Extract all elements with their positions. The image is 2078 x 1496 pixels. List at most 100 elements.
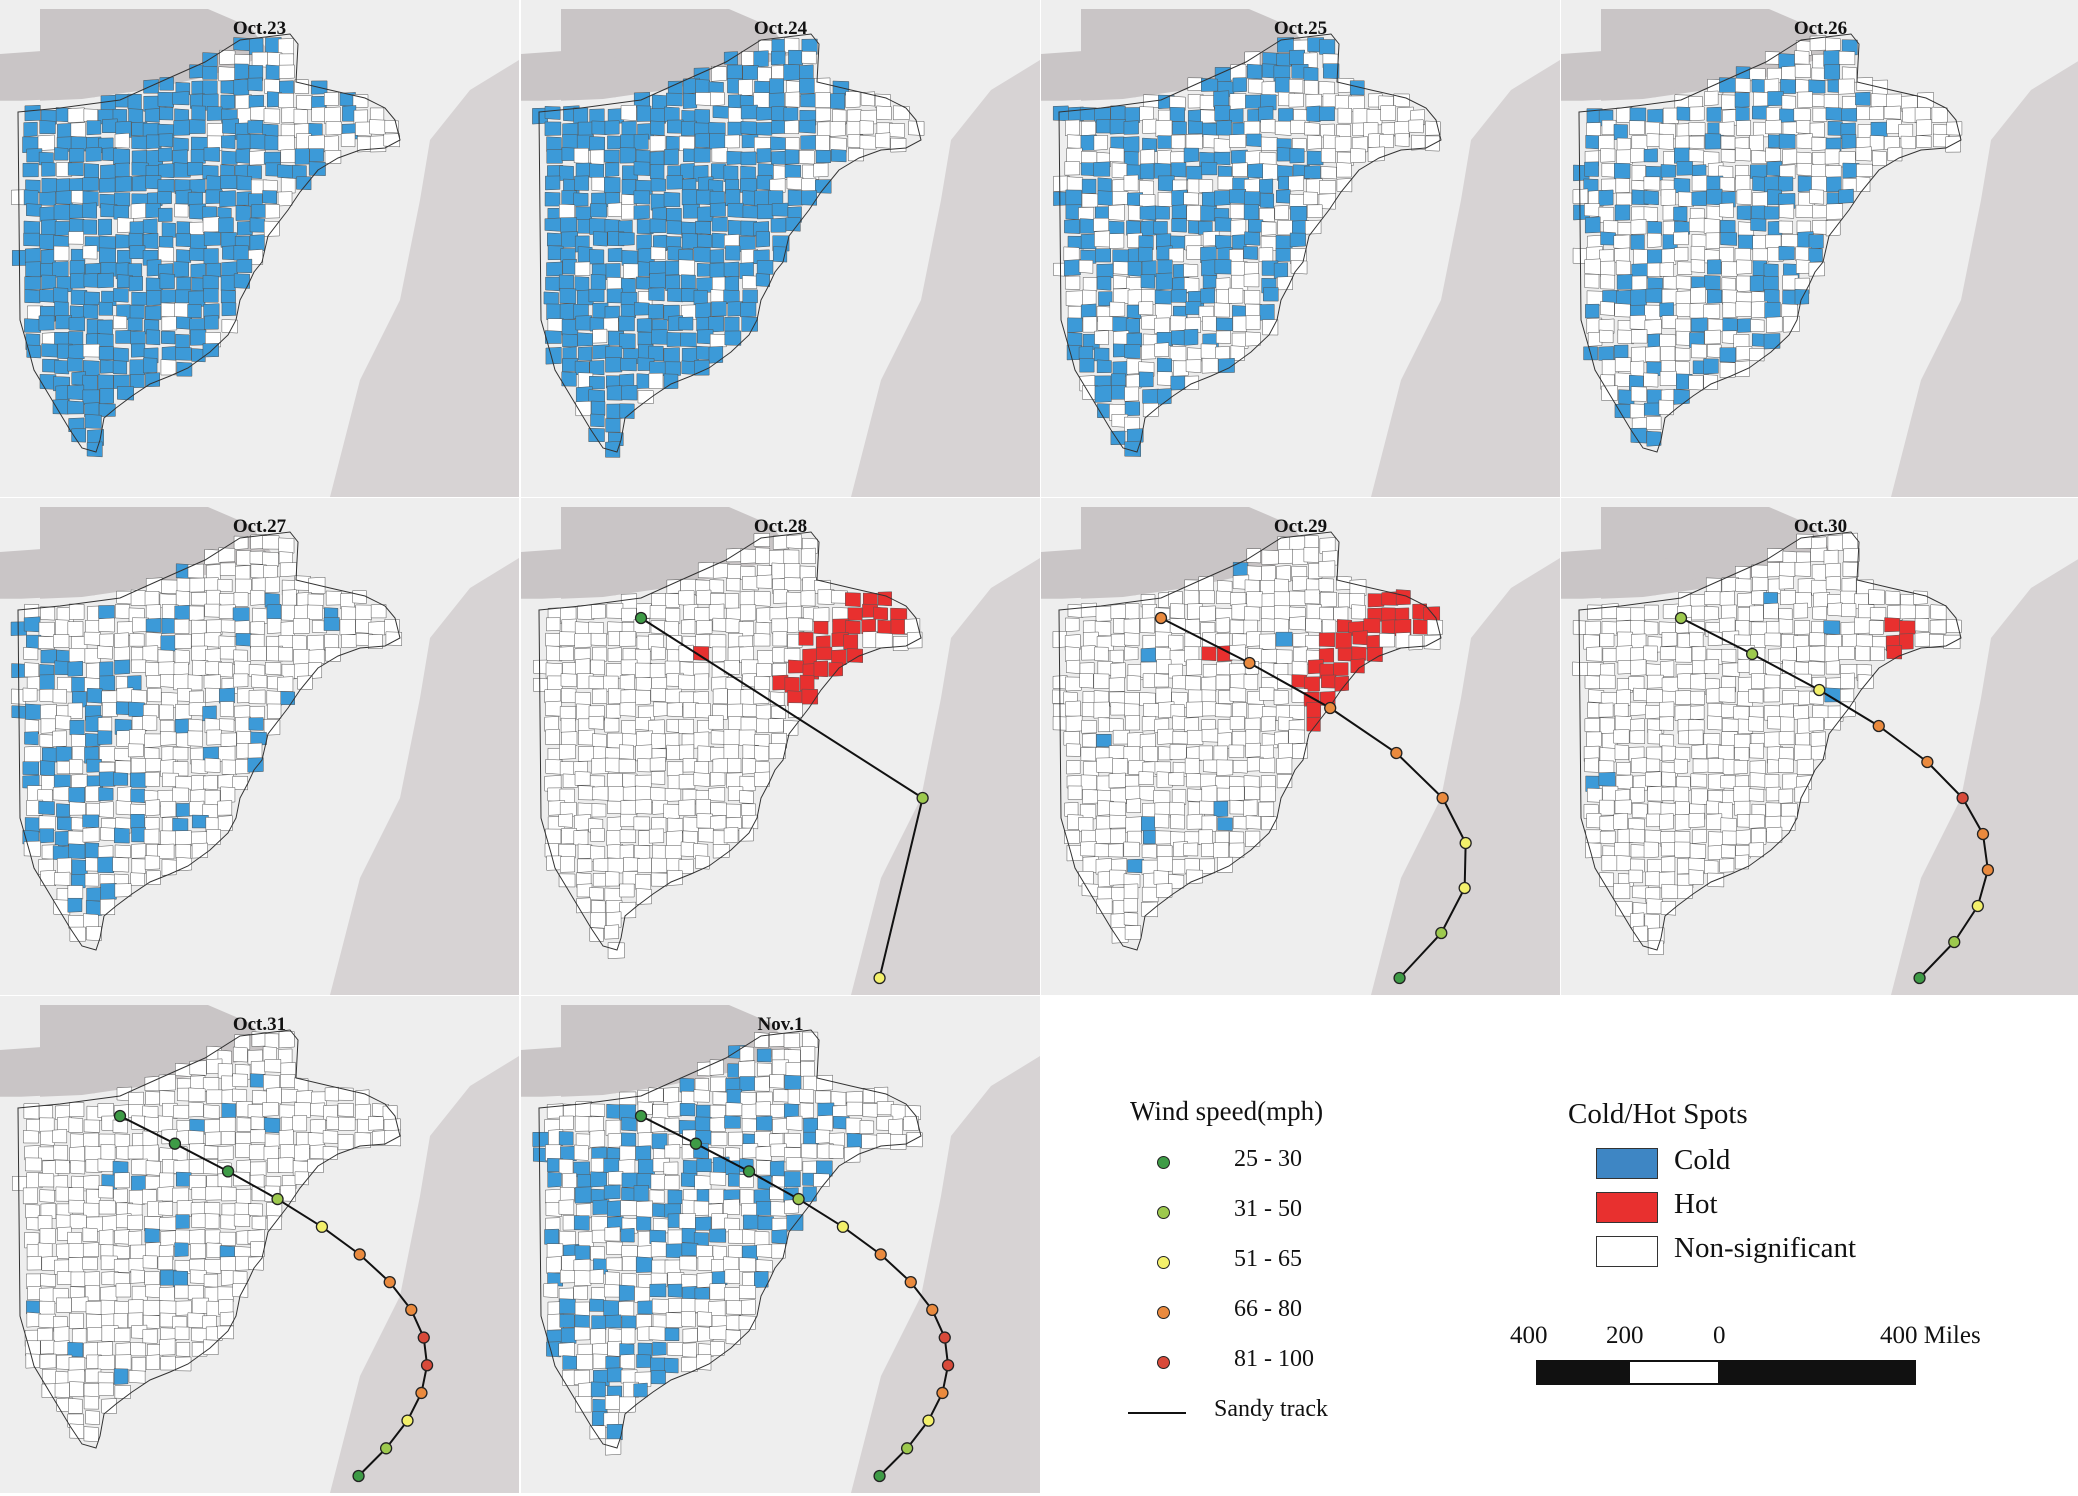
county-cell <box>97 374 114 391</box>
county-cell <box>82 389 100 405</box>
county-cell <box>874 1086 889 1104</box>
county-cell <box>649 218 667 234</box>
county-cell <box>1643 604 1659 621</box>
county-cell <box>753 50 769 68</box>
county-cell <box>1587 604 1603 620</box>
county-cell <box>1381 122 1397 137</box>
county-cell <box>559 761 575 776</box>
county-cell <box>24 289 41 304</box>
county-cell <box>1258 801 1275 817</box>
county-cell <box>712 562 730 579</box>
county-cell <box>664 260 681 276</box>
county-cell <box>709 634 727 648</box>
county-cell <box>1263 287 1279 302</box>
county-cell <box>621 1315 637 1330</box>
county-cell <box>786 534 802 549</box>
county-cell <box>1854 617 1872 635</box>
county-cell <box>1751 150 1767 164</box>
county-cell <box>607 1200 622 1217</box>
county-cell <box>190 149 206 164</box>
county-cell <box>294 79 309 95</box>
county-cell <box>310 1102 326 1117</box>
county-cell <box>83 272 100 288</box>
county-cell <box>1097 316 1114 331</box>
great-lake <box>0 547 137 599</box>
county-cell <box>220 94 235 110</box>
county-cell <box>1292 548 1308 566</box>
county-cell <box>130 330 146 345</box>
county-cell <box>174 1284 190 1299</box>
county-cell <box>742 1143 759 1159</box>
county-cell <box>1722 830 1737 845</box>
panel-date-title: Oct.27 <box>232 516 287 537</box>
county-cell <box>127 93 142 110</box>
county-cell <box>1292 576 1309 591</box>
county-cell <box>219 49 236 65</box>
county-cell <box>100 827 115 842</box>
county-cell <box>174 1242 189 1257</box>
county-cell <box>1186 204 1202 222</box>
county-cell <box>1093 134 1108 151</box>
county-cell <box>859 1120 875 1135</box>
county-cell <box>754 675 770 692</box>
county-cell <box>1614 357 1632 372</box>
county-cell <box>592 328 608 344</box>
county-cell <box>773 1089 790 1103</box>
county-cell <box>606 816 623 833</box>
spot-legend-label: Non-significant <box>1674 1232 1857 1264</box>
county-cell <box>574 1326 591 1341</box>
county-cell <box>547 1171 562 1188</box>
county-cell <box>99 388 115 405</box>
county-cell <box>1691 343 1707 359</box>
county-cell <box>70 272 86 289</box>
county-cell <box>202 216 220 233</box>
county-cell <box>1690 705 1705 721</box>
county-cell <box>562 1172 577 1189</box>
county-cell <box>1735 147 1751 162</box>
county-cell <box>1812 606 1827 621</box>
county-cell <box>1394 132 1410 147</box>
county-cell <box>53 245 70 261</box>
county-cell <box>69 1213 87 1230</box>
county-cell <box>54 301 69 317</box>
county-cell <box>1676 161 1693 176</box>
county-cell <box>1598 346 1614 362</box>
track-point <box>1971 899 1984 913</box>
county-cell <box>890 1133 907 1150</box>
county-cell <box>1902 107 1917 124</box>
county-cell <box>664 788 682 802</box>
wind-legend-item: Sandy track <box>1128 1396 1388 1436</box>
county-cell <box>158 1115 174 1132</box>
county-cell <box>98 1185 114 1199</box>
county-cell <box>1318 193 1336 210</box>
wind-legend-title: Wind speed(mph) <box>1130 1096 1324 1126</box>
county-cell <box>1126 798 1141 813</box>
county-cell <box>845 620 861 635</box>
county-cell <box>1707 703 1724 719</box>
county-cell <box>832 109 847 125</box>
county-cell <box>38 636 55 650</box>
county-cell <box>709 1283 726 1300</box>
county-cell <box>1113 288 1130 304</box>
county-cell <box>1691 646 1707 662</box>
county-cell <box>1598 189 1614 207</box>
county-cell <box>1674 147 1691 164</box>
county-cell <box>86 1313 103 1330</box>
county-cell <box>1766 316 1783 334</box>
county-cell <box>250 589 266 606</box>
county-cell <box>68 1243 84 1258</box>
county-cell <box>69 801 86 816</box>
county-cell <box>1305 219 1322 235</box>
county-cell <box>1202 701 1217 717</box>
county-cell <box>771 202 789 217</box>
county-cell <box>1111 384 1126 400</box>
county-cell <box>174 108 189 122</box>
county-cell <box>742 575 759 591</box>
county-cell <box>205 687 221 703</box>
county-cell <box>264 1059 282 1073</box>
county-cell <box>1584 273 1600 289</box>
track-point <box>383 1276 396 1289</box>
county-cell <box>202 80 218 97</box>
county-cell <box>39 688 55 703</box>
county-cell <box>682 816 699 833</box>
